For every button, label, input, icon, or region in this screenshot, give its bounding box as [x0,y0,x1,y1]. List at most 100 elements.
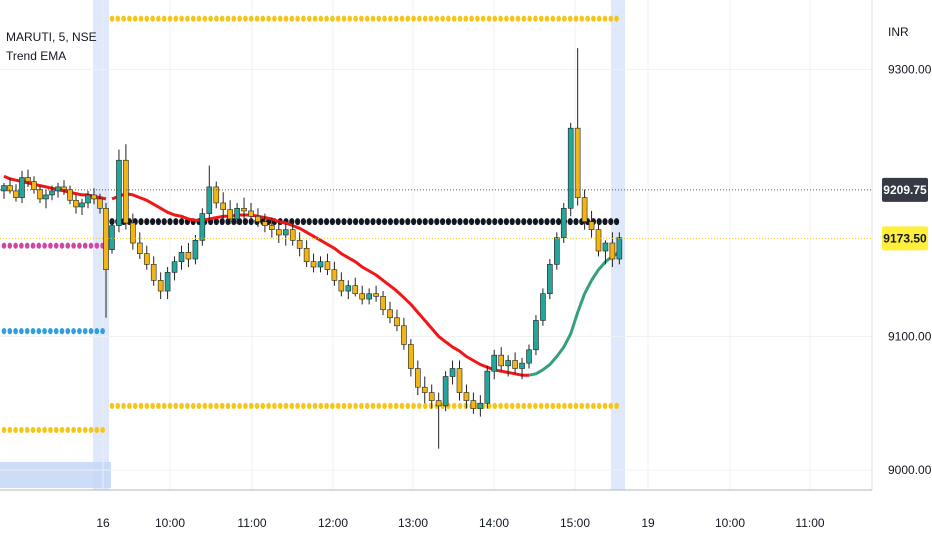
today-candle[interactable] [352,277,359,297]
today-candle[interactable] [359,285,366,305]
today-candle[interactable] [401,317,407,350]
today-candle[interactable] [192,234,199,265]
today-candle[interactable] [581,189,588,230]
today-candle[interactable] [491,349,498,380]
today-candle[interactable] [143,245,150,270]
prev-candle[interactable] [13,184,19,202]
prev-candle[interactable] [97,193,103,214]
prev-candle[interactable] [91,188,97,205]
today-candle[interactable] [484,365,491,409]
today-candle[interactable] [408,339,414,377]
today-candle[interactable] [470,392,477,414]
today-candle[interactable] [123,144,129,230]
prev-candle[interactable] [31,176,37,194]
today-candle[interactable] [275,221,282,243]
today-candle[interactable] [310,253,317,273]
lower-level-dot [347,402,353,409]
prev-candle[interactable] [7,177,13,194]
today-candle[interactable] [130,213,136,250]
today-candle[interactable] [317,256,324,273]
today-candle[interactable] [394,309,400,332]
today-candle[interactable] [588,210,595,238]
indicator-label[interactable]: Trend EMA [6,49,67,63]
today-candle[interactable] [477,395,484,417]
candle-body [331,269,338,281]
today-candle[interactable] [116,149,122,233]
today-candle[interactable] [178,245,185,270]
prev-candle[interactable] [49,185,55,201]
today-candle[interactable] [338,272,345,297]
today-candle[interactable] [567,122,574,217]
today-candle[interactable] [150,256,157,286]
today-candle[interactable] [380,291,386,316]
today-candle[interactable] [109,218,115,254]
today-candle[interactable] [171,256,178,281]
today-candle[interactable] [282,224,289,246]
today-candle[interactable] [414,360,421,396]
today-candle[interactable] [262,213,268,233]
today-candle[interactable] [560,202,567,243]
today-candle[interactable] [449,360,456,385]
prev-candle[interactable] [103,202,109,318]
today-candle[interactable] [595,221,602,257]
today-candle[interactable] [345,280,352,300]
prev-candle[interactable] [19,170,25,203]
prev-candle[interactable] [85,190,91,209]
prev-candle[interactable] [61,180,67,195]
today-candle[interactable] [248,202,254,222]
today-candle[interactable] [387,301,393,324]
today-candle[interactable] [269,217,275,238]
today-candle[interactable] [519,357,525,380]
candlesticks[interactable] [1,48,623,449]
today-candle[interactable] [373,285,379,302]
today-candle[interactable] [157,272,164,300]
today-candle[interactable] [505,355,511,377]
today-candle[interactable] [296,232,303,257]
today-candle[interactable] [331,261,338,286]
prev-candle[interactable] [67,185,73,205]
today-candle[interactable] [241,197,247,219]
today-candle[interactable] [574,48,581,206]
today-candle[interactable] [324,253,331,276]
today-candle[interactable] [512,352,518,374]
lower-level-dot [277,402,283,409]
today-candle[interactable] [185,242,192,268]
today-candle[interactable] [206,165,213,222]
today-candle[interactable] [366,288,372,305]
today-candle[interactable] [616,232,623,265]
prev-candle[interactable] [1,182,7,199]
today-candle[interactable] [547,259,553,300]
prev-candle[interactable] [79,198,85,215]
today-candle[interactable] [255,208,261,227]
today-candle[interactable] [442,371,449,412]
upper-level-dot [405,15,411,22]
prev-candle[interactable] [37,185,43,203]
today-candle[interactable] [234,202,240,225]
prev-candle[interactable] [43,189,49,209]
today-candle[interactable] [227,200,233,225]
today-candle[interactable] [435,392,442,449]
today-candle[interactable] [526,344,532,369]
prev-candle[interactable] [73,194,79,214]
today-candle[interactable] [421,376,428,404]
today-candle[interactable] [463,384,470,409]
today-candle[interactable] [553,232,560,270]
prev-candle[interactable] [55,182,61,198]
today-candle[interactable] [540,288,546,326]
today-candle[interactable] [213,181,220,209]
today-candle[interactable] [164,267,171,300]
today-candle[interactable] [602,240,609,265]
today-candle[interactable] [456,360,463,401]
today-candle[interactable] [137,232,143,260]
symbol-title[interactable]: MARUTI, 5, NSE [6,30,97,44]
today-candle[interactable] [533,315,539,356]
today-candle[interactable] [289,221,296,246]
today-candle[interactable] [199,208,206,246]
today-candle[interactable] [428,384,435,409]
prev-candle[interactable] [25,169,31,187]
today-candle[interactable] [220,192,226,219]
today-candle[interactable] [498,347,505,372]
today-candle[interactable] [303,240,310,268]
